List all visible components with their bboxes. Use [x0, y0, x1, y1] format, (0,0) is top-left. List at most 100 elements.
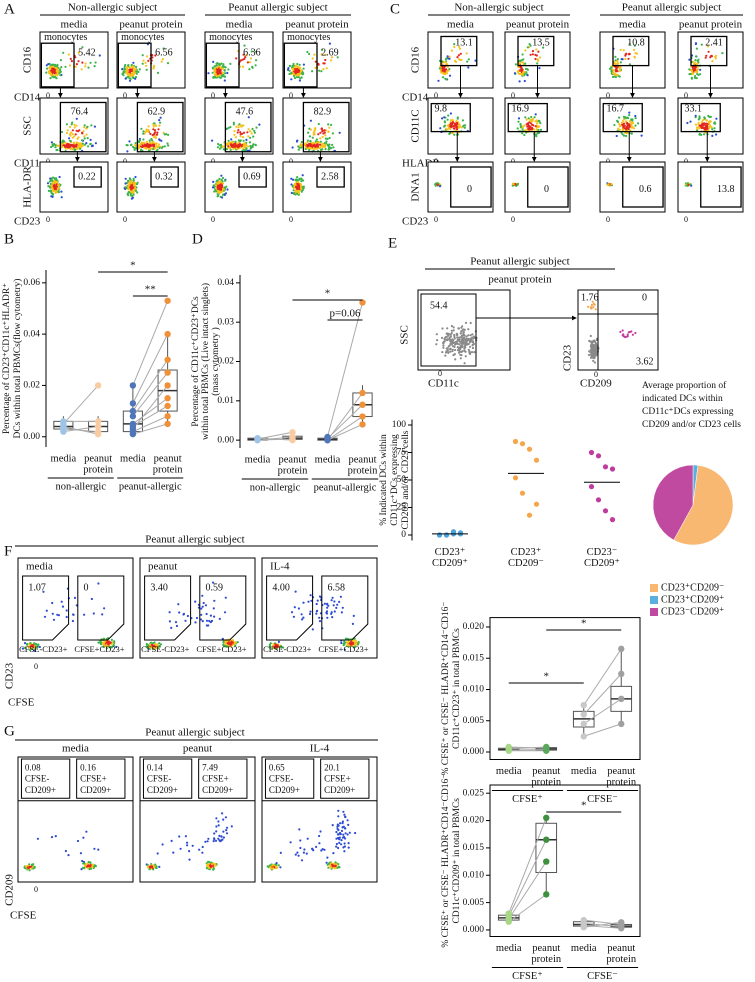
event-dot [245, 144, 248, 147]
event-dot [150, 641, 153, 644]
event-dot [148, 645, 151, 649]
data-point [580, 701, 587, 709]
event-dot [158, 146, 161, 149]
event-dot [326, 606, 329, 609]
event-dot [184, 835, 187, 838]
event-dot [29, 642, 32, 645]
event-dot [300, 178, 303, 182]
event-dot [302, 187, 305, 190]
event-dot [214, 839, 218, 842]
event-dot [620, 121, 624, 124]
event-dot [52, 190, 55, 193]
event-dot [442, 76, 445, 79]
condition-label: media [619, 19, 646, 31]
event-dot [529, 126, 532, 129]
event-dot [610, 183, 613, 186]
event-dot [442, 69, 445, 72]
event-dot [448, 336, 451, 339]
event-dot [337, 815, 340, 818]
event-dot [300, 76, 303, 79]
event-dot [330, 612, 333, 616]
pair-line [132, 333, 169, 404]
event-dot [233, 145, 236, 148]
event-dot [307, 600, 310, 603]
event-dot [463, 337, 466, 340]
event-dot [239, 140, 242, 143]
event-dot [106, 642, 109, 645]
event-dot [242, 139, 245, 142]
event-dot [692, 72, 695, 75]
event-dot [73, 148, 76, 151]
event-dot [218, 74, 221, 77]
event-dot [714, 122, 717, 125]
event-dot [456, 56, 459, 59]
event-dot [593, 303, 596, 306]
event-dot [215, 75, 218, 78]
gate [527, 166, 569, 208]
gate-value: 7.49 [202, 762, 218, 772]
event-dot [447, 345, 450, 348]
event-dot [621, 58, 624, 61]
event-dot [537, 128, 540, 132]
event-dot [343, 648, 346, 651]
event-dot [517, 117, 521, 120]
event-dot [450, 324, 453, 328]
event-dot [52, 618, 56, 621]
event-dot [460, 354, 463, 357]
event-dot [56, 72, 59, 75]
event-dot [154, 54, 157, 57]
gate-value: 2.69 [321, 48, 339, 59]
event-dot [441, 327, 444, 330]
y-tick-label: 0.00 [217, 435, 234, 445]
x-tick-label: peanut [532, 943, 560, 954]
event-dot [74, 65, 77, 68]
data-point [164, 402, 171, 410]
event-dot [342, 833, 345, 836]
event-dot [591, 300, 594, 303]
event-dot [327, 123, 330, 126]
event-dot [207, 865, 210, 868]
event-dot [28, 648, 32, 652]
event-dot [218, 834, 221, 838]
event-dot [339, 595, 342, 598]
event-dot [151, 143, 154, 146]
x-tick-label: peanut [349, 454, 377, 465]
event-dot [150, 147, 153, 150]
event-dot [221, 196, 224, 199]
event-dot [82, 130, 85, 133]
event-dot [298, 66, 301, 69]
data-point [580, 733, 587, 740]
event-dot [214, 73, 217, 76]
event-dot [298, 146, 301, 149]
event-dot [186, 614, 189, 618]
event-dot [314, 140, 317, 143]
significance-label: * [581, 800, 587, 812]
event-dot [451, 121, 454, 124]
event-dot [249, 147, 252, 150]
condition-label: media [226, 19, 253, 31]
y-axis-title: within total PBMCs (Live intact singlets… [200, 283, 211, 440]
event-dot [452, 354, 455, 357]
axis-zero: 0 [606, 215, 610, 224]
event-dot [156, 852, 159, 855]
event-dot [277, 640, 280, 644]
event-dot [129, 143, 132, 147]
event-dot [467, 342, 470, 346]
event-dot [292, 68, 295, 71]
event-dot [453, 123, 457, 126]
gate [430, 102, 471, 133]
event-dot [438, 185, 442, 188]
event-dot [443, 120, 446, 123]
data-point [443, 532, 450, 538]
event-dot [518, 72, 521, 76]
flow-plot [427, 161, 494, 213]
event-dot [85, 127, 88, 130]
event-dot [530, 120, 533, 123]
event-dot [172, 851, 175, 854]
data-point [543, 891, 550, 898]
event-dot [446, 347, 449, 350]
event-dot [218, 188, 221, 191]
event-dot [317, 133, 320, 136]
event-dot [344, 637, 348, 640]
